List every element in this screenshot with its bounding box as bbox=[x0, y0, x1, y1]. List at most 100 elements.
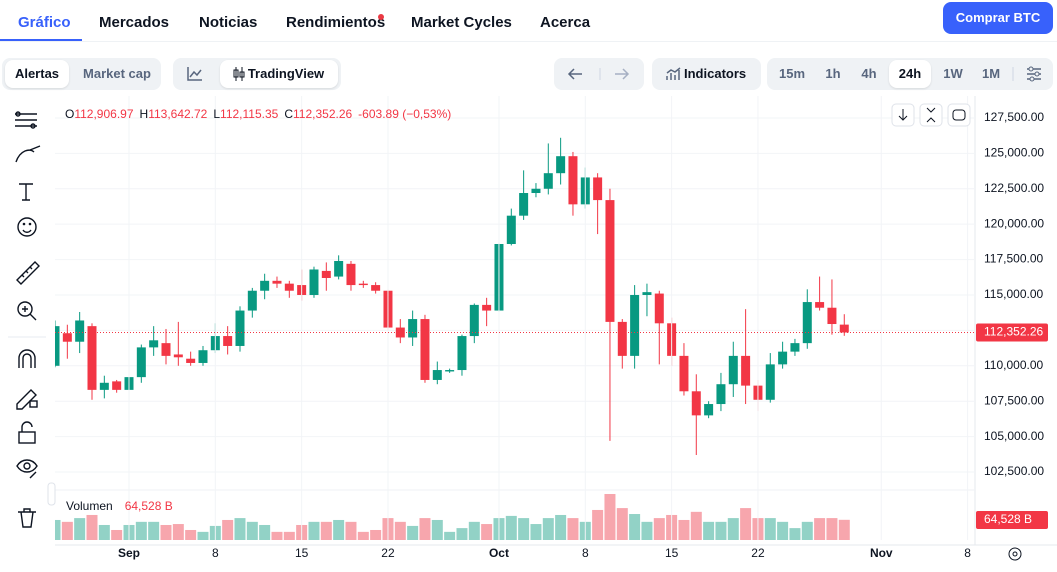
candle-body bbox=[161, 343, 171, 356]
volume-box bbox=[976, 511, 1048, 529]
tool[interactable] bbox=[18, 508, 36, 528]
candle-body bbox=[790, 343, 800, 352]
nav-border bbox=[0, 41, 1057, 42]
candle-body bbox=[260, 280, 270, 291]
x-tick-label: 15 bbox=[295, 546, 309, 560]
arrows[interactable] bbox=[566, 66, 636, 82]
interval[interactable]: 15m bbox=[778, 66, 806, 81]
tool[interactable] bbox=[18, 349, 36, 368]
x-tick-label: 8 bbox=[212, 546, 219, 560]
volume-bar bbox=[98, 524, 110, 540]
volume-bar bbox=[468, 521, 480, 540]
interval[interactable]: 24h bbox=[889, 60, 931, 88]
line-icon[interactable] bbox=[186, 66, 204, 82]
tab[interactable]: Acerca bbox=[540, 14, 591, 31]
candle-body bbox=[691, 391, 701, 416]
tool[interactable] bbox=[16, 261, 40, 285]
volume-bar bbox=[616, 508, 628, 540]
volume-bar bbox=[185, 529, 197, 540]
last-price-label: 112,352.26 bbox=[984, 325, 1043, 339]
candle-body bbox=[568, 156, 578, 205]
x-tick-label: Sep bbox=[118, 546, 140, 560]
volume-bar bbox=[678, 519, 690, 540]
icon bbox=[898, 109, 908, 121]
ohlc-key: C bbox=[284, 107, 293, 121]
pane-button[interactable] bbox=[919, 103, 943, 127]
candle-body bbox=[815, 302, 825, 308]
candle-body bbox=[778, 351, 788, 365]
volume-bar bbox=[308, 521, 320, 540]
y-tick-label: 127,500.00 bbox=[984, 110, 1044, 124]
tab[interactable]: Rendimientos bbox=[286, 14, 386, 31]
tool[interactable] bbox=[19, 183, 33, 201]
settings-icon bbox=[1012, 551, 1018, 557]
x-tick-label: Oct bbox=[489, 546, 509, 560]
candle-body bbox=[408, 319, 418, 338]
pane-button[interactable] bbox=[947, 103, 971, 127]
tool[interactable] bbox=[16, 459, 38, 479]
candle-body bbox=[173, 354, 183, 358]
tool[interactable] bbox=[17, 301, 37, 321]
tab[interactable]: Mercados bbox=[99, 14, 170, 31]
tool[interactable] bbox=[17, 217, 37, 237]
tool[interactable] bbox=[15, 145, 41, 163]
volume-bar bbox=[74, 518, 86, 540]
candle-body bbox=[543, 173, 553, 189]
ohlc-value: 112,115.35 bbox=[220, 107, 279, 121]
y-tick-label: 115,000.00 bbox=[984, 287, 1043, 301]
y-tick-label: 120,000.00 bbox=[984, 216, 1044, 230]
candle-body bbox=[223, 336, 233, 346]
tool[interactable] bbox=[16, 389, 38, 410]
ohlc-change: -603.89 (−0,53%) bbox=[358, 107, 451, 121]
candle-body bbox=[704, 404, 714, 416]
volume-bar bbox=[160, 524, 172, 540]
plot-area bbox=[55, 117, 975, 540]
candle-body bbox=[457, 336, 467, 371]
tool[interactable] bbox=[15, 111, 37, 129]
tab[interactable]: Market Cycles bbox=[411, 14, 512, 31]
volume-bar bbox=[653, 518, 665, 540]
settings-icon[interactable] bbox=[1012, 64, 1048, 84]
tab-underline bbox=[0, 39, 82, 41]
settings-icon[interactable] bbox=[1008, 547, 1022, 561]
candle-body bbox=[741, 355, 751, 386]
interval[interactable]: 1W bbox=[943, 66, 963, 81]
tab[interactable]: Gráfico bbox=[18, 14, 71, 31]
volume-bar bbox=[456, 528, 468, 540]
candle-body bbox=[75, 320, 85, 342]
interval[interactable]: 1h bbox=[825, 66, 841, 81]
volume-bar bbox=[814, 518, 826, 540]
y-tick-label: 125,000.00 bbox=[984, 146, 1044, 160]
interval[interactable]: 1M bbox=[981, 66, 1001, 81]
drawing-tools bbox=[8, 111, 46, 528]
interval[interactable]: 4h bbox=[861, 66, 877, 81]
indicators-button[interactable]: Indicators bbox=[684, 66, 747, 81]
volume-bar bbox=[530, 524, 542, 540]
volume-bar bbox=[727, 518, 739, 540]
tab[interactable]: Noticias bbox=[199, 14, 258, 31]
candle-body bbox=[617, 321, 627, 356]
ohlc-value: 113,642.72 bbox=[148, 107, 207, 121]
volume-bar bbox=[271, 531, 283, 540]
buy-button[interactable]: Comprar BTC bbox=[943, 2, 1053, 34]
tool[interactable] bbox=[18, 421, 36, 444]
candle-body bbox=[802, 302, 812, 344]
volume-bar bbox=[518, 518, 530, 540]
candle-body bbox=[839, 324, 849, 333]
volume-bar bbox=[764, 518, 776, 540]
candle-body bbox=[506, 215, 516, 244]
view-button[interactable]: Market cap bbox=[83, 66, 151, 81]
candle-body bbox=[531, 188, 541, 194]
icon bbox=[926, 107, 936, 123]
view-button[interactable]: Alertas bbox=[5, 60, 69, 88]
candle-body bbox=[445, 370, 455, 372]
collapse-handle bbox=[47, 482, 56, 506]
candle-body bbox=[432, 370, 442, 380]
volume-bar bbox=[789, 528, 801, 540]
candle-body bbox=[420, 319, 430, 380]
candle-body bbox=[321, 270, 331, 278]
candle-body bbox=[716, 384, 726, 405]
last-price-box bbox=[976, 323, 1048, 342]
candle-body bbox=[198, 350, 208, 363]
candle-body bbox=[469, 304, 479, 337]
